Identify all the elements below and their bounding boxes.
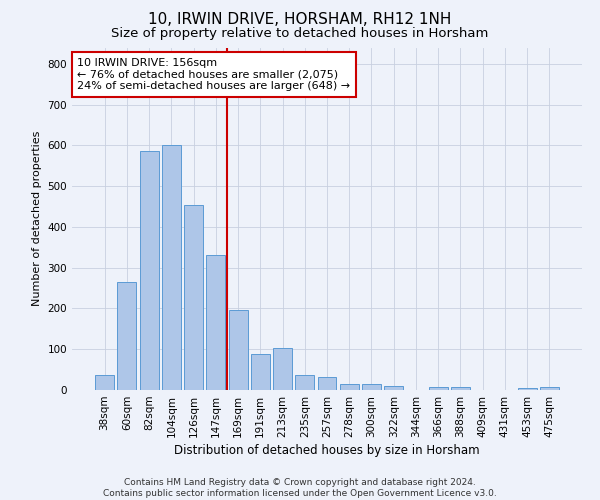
Bar xyxy=(362,384,381,390)
Bar xyxy=(518,388,536,390)
Bar xyxy=(251,354,270,390)
X-axis label: Distribution of detached houses by size in Horsham: Distribution of detached houses by size … xyxy=(174,444,480,457)
Bar xyxy=(206,256,225,390)
Text: 10, IRWIN DRIVE, HORSHAM, RH12 1NH: 10, IRWIN DRIVE, HORSHAM, RH12 1NH xyxy=(148,12,452,28)
Bar xyxy=(429,386,448,390)
Text: Size of property relative to detached houses in Horsham: Size of property relative to detached ho… xyxy=(112,28,488,40)
Bar xyxy=(317,376,337,390)
Bar xyxy=(451,386,470,390)
Bar xyxy=(340,384,359,390)
Bar xyxy=(162,146,181,390)
Bar xyxy=(140,152,158,390)
Bar xyxy=(184,206,203,390)
Bar xyxy=(118,282,136,390)
Bar xyxy=(229,310,248,390)
Text: Contains HM Land Registry data © Crown copyright and database right 2024.
Contai: Contains HM Land Registry data © Crown c… xyxy=(103,478,497,498)
Y-axis label: Number of detached properties: Number of detached properties xyxy=(32,131,42,306)
Bar xyxy=(273,348,292,390)
Text: 10 IRWIN DRIVE: 156sqm
← 76% of detached houses are smaller (2,075)
24% of semi-: 10 IRWIN DRIVE: 156sqm ← 76% of detached… xyxy=(77,58,350,91)
Bar xyxy=(384,386,403,390)
Bar xyxy=(95,375,114,390)
Bar xyxy=(295,375,314,390)
Bar xyxy=(540,386,559,390)
